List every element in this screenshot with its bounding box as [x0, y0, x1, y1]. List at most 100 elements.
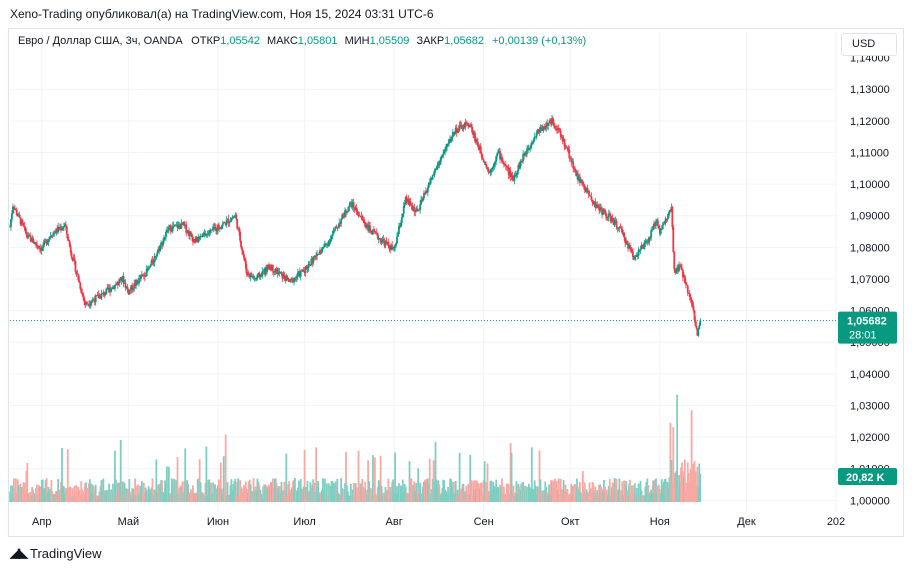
volume-bar — [560, 489, 563, 502]
volume-bar — [284, 489, 287, 502]
candle-body — [363, 219, 366, 223]
volume-bar — [479, 482, 482, 502]
tradingview-logo[interactable]: ◢◣ TradingView — [10, 545, 102, 561]
volume-bar — [454, 480, 457, 502]
candle-body — [483, 161, 486, 163]
candle-body — [648, 237, 651, 243]
volume-bar — [662, 482, 665, 502]
volume-bar — [507, 484, 510, 502]
volume-bar — [211, 493, 214, 502]
volume-bar — [322, 489, 325, 502]
volume-bar — [212, 482, 215, 502]
candle-body — [211, 229, 214, 231]
candle-body — [384, 241, 387, 246]
candle-body — [32, 238, 35, 243]
volume-bar — [304, 486, 307, 502]
volume-bar — [255, 490, 258, 502]
volume-bar — [96, 495, 99, 502]
volume-bar — [198, 459, 201, 502]
candle-body — [150, 260, 153, 265]
volume-bar — [295, 495, 297, 502]
volume-bar — [167, 466, 170, 502]
volume-bar — [594, 486, 597, 502]
candle-body — [580, 179, 583, 182]
candle-body — [59, 227, 61, 230]
candle-body — [251, 276, 254, 278]
volume-bar — [162, 491, 164, 502]
volume-bar — [283, 481, 286, 502]
candle-body — [560, 136, 563, 138]
volume-bar — [588, 482, 591, 502]
candle-body — [429, 177, 432, 184]
candle-body — [301, 270, 304, 272]
candle-body — [87, 303, 89, 305]
volume-bar — [220, 488, 223, 502]
candle-body — [221, 223, 224, 226]
volume-bar — [171, 480, 174, 502]
candle-body — [528, 147, 531, 149]
candle-body — [213, 226, 215, 229]
candle-body — [594, 201, 597, 207]
x-tick-label: Окт — [561, 516, 580, 528]
candle-body — [416, 208, 419, 211]
volume-bar — [698, 463, 701, 502]
candle-body — [412, 206, 415, 209]
candle-body — [53, 232, 56, 234]
candle-body — [563, 138, 566, 147]
volume-bar — [605, 492, 607, 502]
x-tick-label: Июн — [207, 516, 229, 528]
candle-body — [592, 202, 595, 205]
volume-bar — [250, 491, 253, 502]
candle-body — [508, 171, 511, 176]
volume-bar — [172, 478, 175, 502]
volume-bar — [64, 487, 67, 502]
volume-bar — [281, 495, 284, 502]
candle-body — [406, 199, 409, 202]
volume-bar — [320, 493, 322, 502]
candle-body — [474, 132, 476, 142]
candle-body — [633, 255, 636, 260]
candle-body — [212, 226, 215, 230]
volume-bar — [231, 489, 234, 502]
x-tick-label: Сен — [474, 516, 494, 528]
candle-body — [377, 238, 380, 240]
volume-bar — [363, 488, 366, 502]
candle-body — [116, 281, 119, 286]
volume-bar — [259, 489, 262, 502]
candle-body — [96, 294, 99, 296]
volume-bar — [544, 481, 547, 502]
candle-body — [75, 271, 78, 273]
volume-bar — [49, 488, 52, 502]
volume-bar — [443, 480, 446, 502]
candle-body — [226, 219, 229, 221]
volume-bar — [571, 485, 574, 502]
candle-body — [99, 295, 102, 299]
candle-body — [302, 271, 305, 272]
volume-bar — [262, 486, 265, 502]
candle-body — [279, 272, 282, 274]
volume-bar — [208, 479, 211, 502]
candle-body — [94, 295, 97, 303]
volume-bar — [482, 479, 485, 502]
volume-bar — [618, 478, 621, 502]
candle-body — [554, 127, 557, 129]
volume-bar — [464, 492, 467, 502]
candle-body — [446, 144, 448, 148]
volume-bar — [252, 478, 255, 502]
candle-body — [649, 237, 652, 239]
candle-body — [410, 205, 413, 207]
volume-bar — [139, 485, 141, 502]
volume-bar — [421, 494, 423, 502]
volume-bar — [477, 483, 480, 502]
candle-body — [696, 328, 699, 336]
candle-body — [387, 242, 390, 246]
candle-body — [278, 271, 281, 274]
candle-body — [443, 151, 446, 154]
volume-bar — [10, 485, 12, 502]
currency-button[interactable]: USD — [841, 33, 897, 56]
candle-body — [669, 210, 672, 212]
volume-bar — [84, 483, 86, 502]
volume-bar — [236, 481, 239, 502]
volume-bar — [105, 490, 108, 502]
